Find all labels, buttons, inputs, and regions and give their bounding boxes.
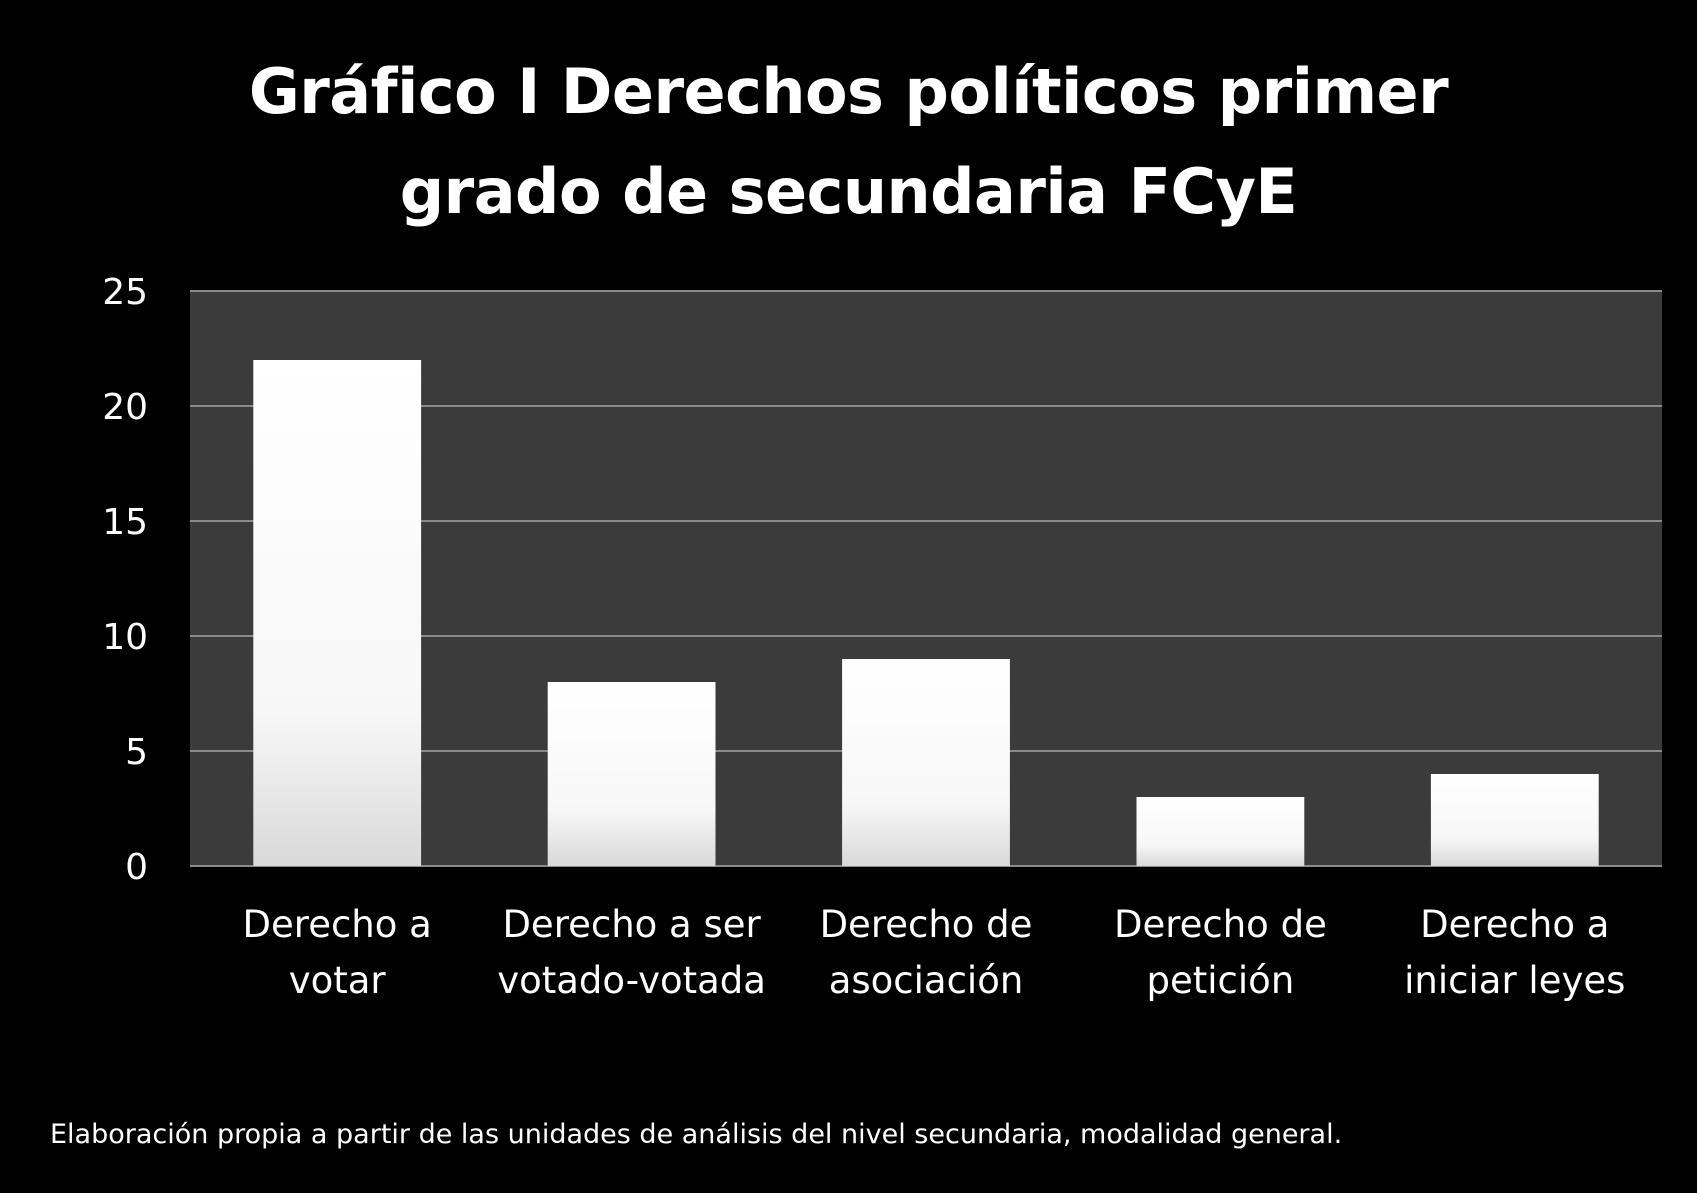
chart-title-line-2: grado de secundaria FCyE [399,155,1298,228]
y-tick-label: 0 [125,847,148,888]
x-category-label: Derecho de [820,903,1033,946]
bar [1430,774,1599,866]
x-category-label: iniciar leyes [1404,959,1625,1002]
x-category-label: asociación [829,959,1024,1002]
y-tick-label: 10 [102,617,148,658]
bar [547,682,716,866]
bar [1136,797,1305,866]
x-category-label: Derecho a [1420,903,1609,946]
x-category-label: Derecho a [243,903,432,946]
x-category-label: Derecho a ser [502,903,761,946]
x-category-label: votado-votada [497,959,766,1002]
x-category-label: petición [1147,959,1295,1002]
y-tick-label: 25 [102,272,148,313]
y-tick-label: 20 [102,387,148,428]
y-tick-label: 5 [125,732,148,773]
source-note: Elaboración propia a partir de las unida… [50,1119,1343,1150]
bar [253,360,422,866]
x-category-label: votar [289,959,387,1002]
chart-title: Gráfico I Derechos políticos primer grad… [0,42,1697,242]
chart-title-line-1: Gráfico I Derechos políticos primer [248,55,1449,128]
bar [842,659,1010,866]
x-category-label: Derecho de [1114,903,1327,946]
y-tick-label: 15 [102,502,148,543]
